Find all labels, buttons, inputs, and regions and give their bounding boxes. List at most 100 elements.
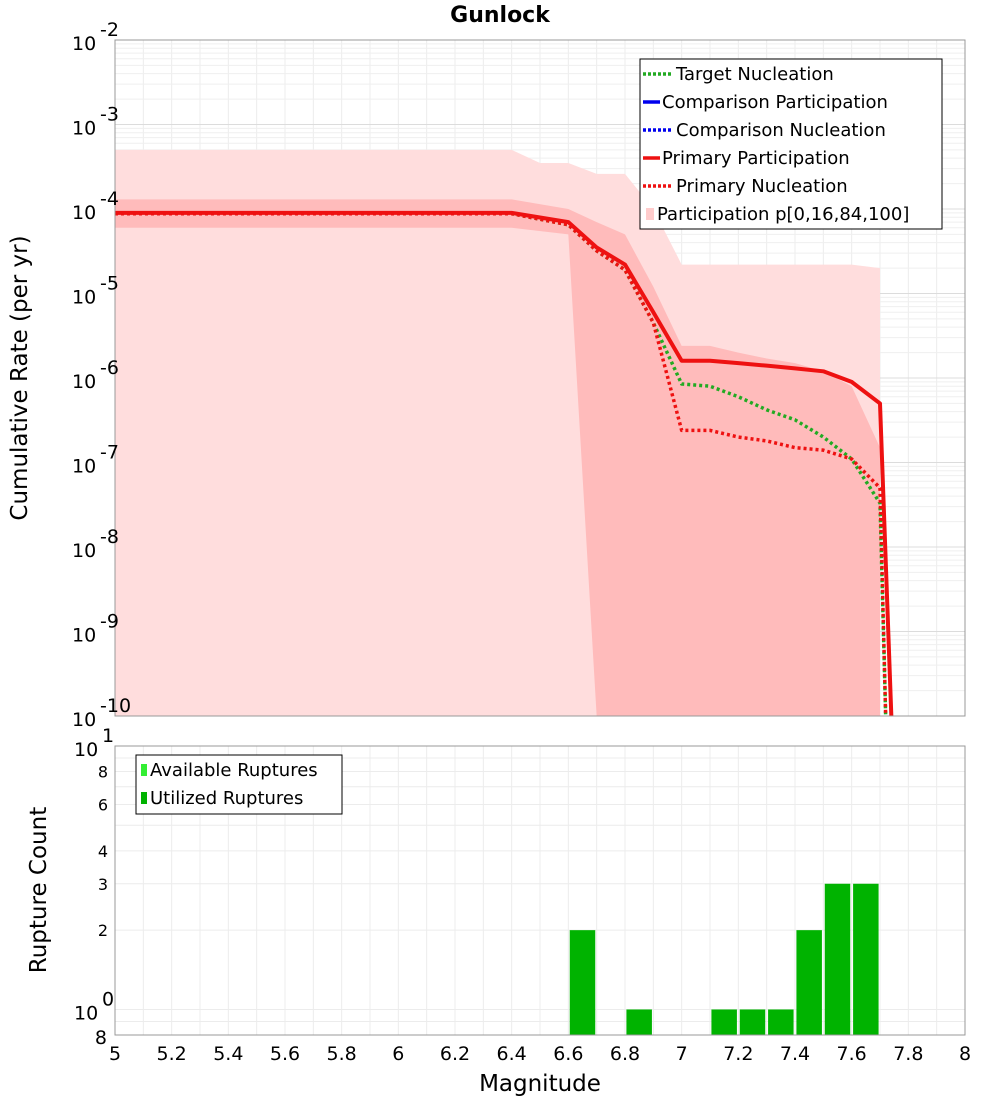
rate-y-tick-base: 10 [72,287,96,309]
count-y-tick-label: 8 [95,1027,107,1049]
rate-y-tick-base: 10 [72,540,96,562]
rate-y-tick-base: 10 [72,625,96,647]
rupture-bar [626,1009,652,1035]
magnitude-tick-label: 6.2 [440,1043,470,1065]
magnitude-tick-label: 6.8 [610,1043,640,1065]
magnitude-tick-label: 5.4 [213,1043,243,1065]
magnitude-tick-label: 7.6 [837,1043,867,1065]
count-legend-label: Available Ruptures [150,760,318,781]
rupture-bar [739,1009,766,1035]
count-y-tick-exponent: 1 [102,725,114,747]
rate-series [115,210,894,717]
rupture-bar [796,930,822,1035]
rate-y-tick: 10-4 [72,188,119,224]
count-y-tick-base: 10 [74,739,98,761]
rate-y-tick-exponent: -6 [100,357,119,379]
rate-y-tick-base: 10 [72,33,96,55]
rate-y-tick: 10-10 [72,695,131,731]
rate-y-tick-exponent: -4 [100,188,119,210]
participation-bands [115,149,880,717]
rate-y-tick-exponent: -9 [100,611,119,633]
count-legend-entry: Available Ruptures [141,760,318,781]
magnitude-tick-label: 6 [392,1043,404,1065]
rate-y-tick-exponent: -2 [100,19,119,41]
magnitude-tick-label: 5 [109,1043,121,1065]
count-y-tick-label: 6 [98,795,108,814]
count-plot-frame [114,745,966,1036]
rate-legend-label: Primary Nucleation [676,176,848,197]
count-y-decade-tick: 101 [74,725,114,761]
rate-legend-entry: Comparison Nucleation [643,120,886,141]
rate-y-tick: 10-3 [72,104,119,140]
chart-title: Gunlock [450,3,551,28]
count-y-decade-tick: 100 [74,988,114,1024]
series-primary-nucleation [115,211,888,717]
count-y-tick-base: 10 [74,1002,98,1024]
magnitude-tick-label: 7 [676,1043,688,1065]
rupture-bar [711,1009,737,1035]
magnitude-tick-labels: 5 5.2 5.4 5.6 5.8 6 6.2 6.4 6.6 6.8 7 7.2 7.4 7.6 7.8 8 [109,1043,971,1065]
count-y-axis-title: Rupture Count [26,807,52,973]
rate-y-tick-exponent: -7 [100,442,119,464]
x-axis-title: Magnitude [479,1071,601,1097]
rate-legend-box [639,58,943,230]
rate-legend-label: Primary Participation [662,148,850,169]
rate-legend-entry: Comparison Participation [643,92,888,113]
count-legend-entry: Utilized Ruptures [141,788,303,809]
rate-y-tick: 10-5 [72,273,119,309]
count-y-tick-label: 2 [98,921,108,940]
rate-y-tick: 10-2 [72,19,119,55]
rate-legend-entry: Primary Participation [643,148,850,169]
magnitude-tick-label: 6.6 [553,1043,583,1065]
magnitude-tick-label: 7.2 [723,1043,753,1065]
rate-legend-entry: Participation p[0,16,84,100] [646,204,909,225]
count-legend: Available Ruptures Utilized Ruptures [135,754,343,815]
count-legend-box [135,754,343,815]
rate-y-tick-base: 10 [72,371,96,393]
rupture-bar [824,883,851,1035]
rate-y-tick-exponent: -5 [100,273,119,295]
count-y-tick-exponent: 0 [102,988,114,1010]
rate-legend-label: Target Nucleation [675,64,834,85]
rate-y-tick-exponent: -10 [100,695,131,717]
magnitude-tick-label: 5.2 [157,1043,187,1065]
magnitude-tick-label: 5.8 [327,1043,357,1065]
rate-y-tick-base: 10 [72,456,96,478]
legend-swatch-band [646,208,654,220]
cumulative-rate-panel: 10-210-310-410-510-610-710-810-910-10 Cu… [7,19,966,731]
magnitude-tick-label: 8 [959,1043,971,1065]
series-primary-participation [115,210,894,717]
magnitude-tick-label: 7.8 [893,1043,923,1065]
rupture-bar [853,883,879,1035]
count-legend-swatch [141,764,147,776]
rate-y-tick-base: 10 [72,118,96,140]
count-y-tick-label: 4 [98,842,108,861]
count-legend-label: Utilized Ruptures [150,788,303,809]
magnitude-tick-label: 5.6 [270,1043,300,1065]
rupture-bar [569,930,596,1035]
rate-y-tick: 10-7 [72,442,119,478]
rate-y-tick-base: 10 [72,202,96,224]
rate-y-tick: 10-8 [72,526,119,562]
band-p16-p84 [115,199,880,717]
rate-legend-label: Participation p[0,16,84,100] [657,204,909,225]
rate-legend-label: Comparison Participation [662,92,888,113]
rate-y-axis-title: Cumulative Rate (per yr) [7,235,33,520]
rupture-bar [768,1009,794,1035]
rate-y-tick-exponent: -3 [100,104,119,126]
rate-legend-entry: Primary Nucleation [643,176,848,197]
rate-legend-entry: Target Nucleation [643,64,834,85]
rupture-bars [569,883,879,1035]
rate-y-tick-base: 10 [72,709,96,731]
rate-plot-frame [114,39,966,717]
rate-legend: Target Nucleation Comparison Participatio… [639,58,943,230]
count-legend-swatch [141,792,147,804]
magnitude-tick-label: 6.4 [497,1043,527,1065]
count-y-tick-label: 8 [98,763,108,782]
magnitude-tick-label: 7.4 [780,1043,810,1065]
rate-legend-label: Comparison Nucleation [676,120,886,141]
rate-y-tick: 10-6 [72,357,119,393]
